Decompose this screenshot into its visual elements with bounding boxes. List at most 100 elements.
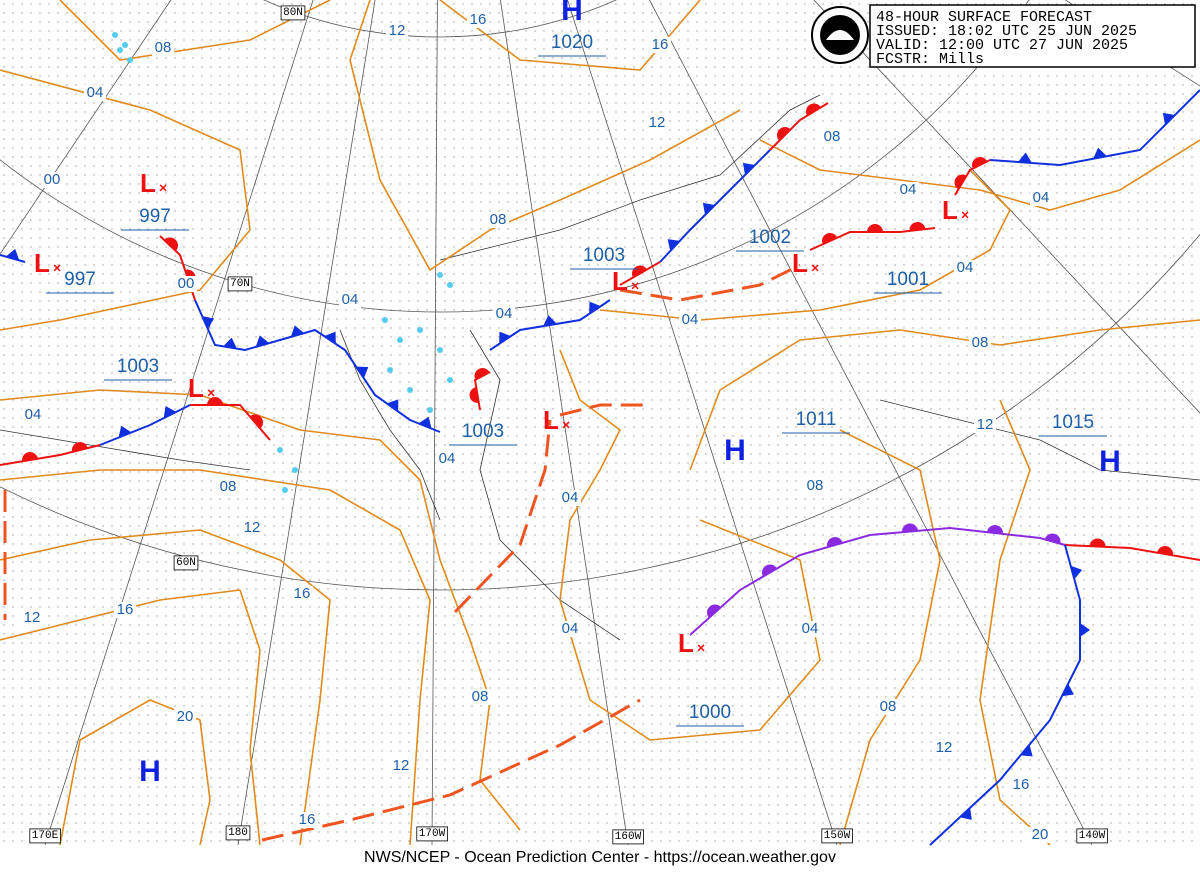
isobar-label-bg: [84, 85, 106, 101]
isobar-label-bg: [679, 312, 701, 328]
pressure-label: 1015: [1052, 412, 1094, 433]
isobar-label: 08: [824, 128, 841, 145]
pressure-center: L: [792, 248, 808, 278]
isobar-label: 04: [957, 259, 974, 276]
valid: VALID: 12:00 UTC 27 JUN 2025: [876, 37, 1128, 54]
isobar-label-bg: [646, 115, 668, 131]
precipitation: [282, 487, 288, 493]
isobar-label: 04: [900, 181, 917, 198]
isobar-label: 12: [977, 416, 994, 433]
cold-front-symbol: [959, 807, 972, 820]
isobar: [759, 139, 1200, 211]
grid-label-bg: [29, 828, 62, 844]
grid-dots: [0, 0, 1200, 845]
low-marker: ×: [697, 640, 705, 656]
isobar-label: 04: [562, 489, 579, 506]
precipitation: [447, 282, 453, 288]
pressure-center: L: [678, 628, 694, 658]
warm-front-symbol: [867, 224, 883, 232]
isobar-label: 12: [24, 609, 41, 626]
isobar: [0, 529, 331, 846]
isobar-label-bg: [21, 610, 43, 626]
product: 48-HOUR SURFACE FORECAST: [876, 9, 1092, 26]
isobar-label: 12: [393, 757, 410, 774]
pressure-label: 1002: [749, 227, 791, 248]
isobar-label: 16: [294, 585, 311, 602]
isobar-label-bg: [152, 40, 174, 56]
grid-label: 150W: [824, 830, 851, 842]
warm-front-symbol: [909, 222, 926, 231]
isobar-label-bg: [217, 479, 239, 495]
precipitation: [437, 272, 443, 278]
cold-front-symbol: [418, 416, 432, 429]
isobar-label-bg: [487, 212, 509, 228]
pressure-center: H: [561, 0, 583, 27]
latitude-line: [263, 0, 617, 38]
isobar: [979, 399, 1051, 846]
pressure-center: H: [1099, 445, 1121, 478]
cold-front-symbol: [1020, 744, 1033, 757]
isobar-label: 04: [682, 311, 699, 328]
isobar-label-bg: [649, 37, 671, 53]
low-marker: ×: [159, 180, 167, 196]
meridian: [649, 0, 1093, 846]
isobar-label-bg: [390, 758, 412, 774]
grid-label-bg: [173, 555, 199, 571]
isobar-label-bg: [291, 586, 313, 602]
cold-front-symbol: [702, 202, 715, 215]
isobar-label: 20: [177, 708, 194, 725]
coastline: [439, 94, 821, 261]
cold-front-symbol: [386, 399, 399, 412]
pressure-label: 1011: [796, 409, 837, 430]
pressure-center: L: [140, 168, 156, 198]
warm-front-symbol: [1044, 533, 1061, 544]
pressure-center: H: [139, 755, 161, 788]
warm-front-symbol: [72, 442, 88, 452]
grid-label: 170W: [419, 828, 446, 840]
isobar-label: 08: [155, 39, 172, 56]
cold-front-symbol: [589, 301, 601, 314]
isobar-label-bg: [174, 709, 196, 725]
warm-front-symbol: [776, 126, 791, 141]
isobar-label-bg: [114, 602, 136, 618]
grid-label-bg: [821, 828, 854, 844]
precipitation: [417, 327, 423, 333]
precipitation: [122, 42, 128, 48]
isobar-label: 04: [562, 620, 579, 637]
isobar-label: 20: [1032, 826, 1049, 843]
latitude-line: [0, 233, 1200, 591]
cold-front-symbol: [1061, 683, 1074, 697]
isobar-label-bg: [241, 520, 263, 536]
isobar-label: 08: [472, 688, 489, 705]
grid-label: 80N: [283, 7, 303, 19]
warm-front-symbol: [1157, 546, 1173, 556]
precipitation: [407, 387, 413, 393]
isobar-label: 00: [178, 275, 195, 292]
isobar-label-bg: [1010, 777, 1032, 793]
isobar: [559, 349, 821, 741]
footer: NWS/NCEP - Ocean Prediction Center - htt…: [364, 849, 836, 866]
isobar-label: 12: [389, 22, 406, 39]
isobar-label: 08: [490, 211, 507, 228]
coastline: [0, 429, 251, 471]
isobar-label-bg: [933, 740, 955, 756]
warm-front-symbol: [1089, 538, 1106, 547]
precipitation: [382, 317, 388, 323]
isobar-label-bg: [436, 451, 458, 467]
cold-front-symbol: [163, 406, 177, 419]
cold-front-symbol: [543, 315, 557, 327]
isobar-label-bg: [469, 689, 491, 705]
pressure-center: L: [612, 266, 628, 296]
cold-front-symbol: [118, 425, 132, 438]
isobar-label: 12: [649, 114, 666, 131]
front: [99, 404, 191, 446]
footer-band: [0, 845, 1200, 875]
isobar-label: 04: [87, 84, 104, 101]
warm-front-symbol: [469, 387, 479, 403]
isobar-label: 12: [936, 739, 953, 756]
isobar-label-bg: [339, 292, 361, 308]
isobar-label-bg: [467, 12, 489, 28]
isobar-label-bg: [821, 129, 843, 145]
grid-label: 60N: [176, 557, 196, 569]
isobar-label-bg: [969, 335, 991, 351]
